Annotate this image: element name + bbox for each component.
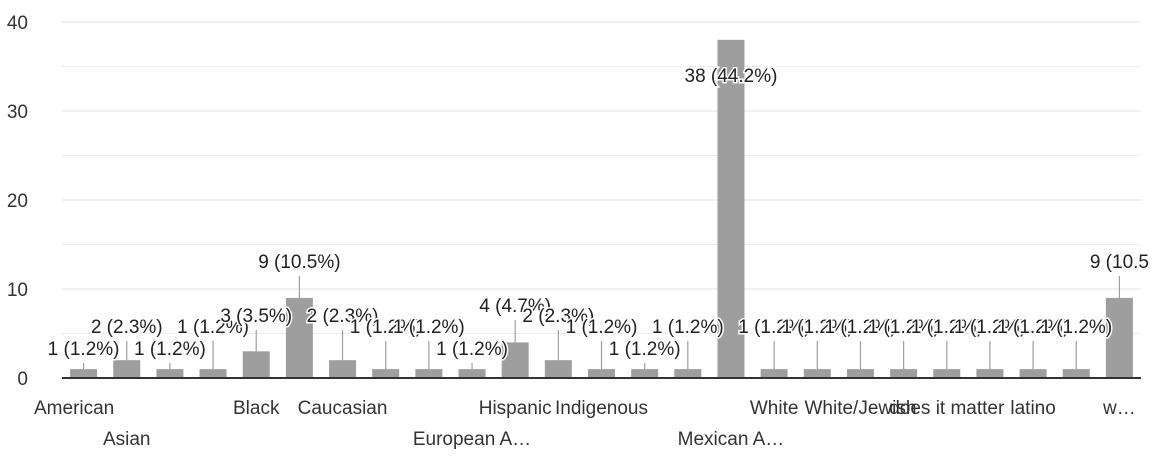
y-tick-label: 20 — [7, 191, 28, 212]
bar — [674, 369, 702, 378]
data-label: 38 (44.2%) — [685, 66, 778, 87]
data-label: 4 (4.7%) — [479, 296, 551, 317]
data-label: 1 (1.2%) — [609, 339, 681, 360]
data-label: 1 (1.2%) — [652, 317, 724, 338]
data-label: 1 (1.2%) — [738, 317, 810, 338]
y-tick-label: 40 — [7, 13, 28, 34]
x-axis-labels: American Asian Black Caucasian European A… Hi… — [34, 398, 1136, 450]
y-tick-label: 0 — [17, 369, 28, 390]
y-axis-ticks: 0 10 20 30 40 — [7, 13, 28, 390]
y-tick-label: 30 — [7, 102, 28, 123]
data-label: 1 (1.2%) — [134, 339, 206, 360]
data-label: 1 (1.2%) — [1040, 317, 1112, 338]
bar — [803, 369, 831, 378]
bar — [976, 369, 1004, 378]
data-label: 9 (10.5 — [1090, 252, 1149, 273]
grid-lines — [62, 21, 1141, 334]
bar — [890, 369, 918, 378]
bar — [285, 297, 313, 378]
bar — [846, 369, 874, 378]
x-tick-label: White — [750, 398, 799, 419]
bar — [1062, 369, 1090, 378]
bar — [501, 342, 529, 378]
bar — [372, 369, 400, 378]
data-label: 2 (2.3%) — [522, 306, 594, 327]
data-label: 1 (1.2%) — [177, 317, 249, 338]
data-label: 2 (2.3%) — [307, 306, 379, 327]
x-tick-label: Mexican A… — [678, 429, 785, 450]
data-label: 1 (1.2%) — [350, 317, 422, 338]
bar — [242, 351, 270, 378]
x-tick-label: does it matter — [889, 398, 1005, 419]
data-label: 1 (1.2%) — [954, 317, 1026, 338]
x-tick-label: Indigenous — [555, 398, 648, 419]
bar — [544, 360, 572, 378]
data-label: 1 (1.2%) — [997, 317, 1069, 338]
bars — [70, 39, 1133, 379]
data-label: 3 (3.5%) — [220, 306, 292, 327]
bar — [933, 369, 961, 378]
x-tick-label: Hispanic — [479, 398, 552, 419]
bar — [631, 369, 659, 378]
x-tick-label: Black — [233, 398, 280, 419]
data-label: 1 (1.2%) — [911, 317, 983, 338]
bar — [717, 39, 745, 379]
bar — [415, 369, 443, 378]
x-tick-label: European A… — [413, 429, 531, 450]
data-label: 1 (1.2%) — [393, 317, 465, 338]
x-tick-label: latino — [1010, 398, 1055, 419]
bar — [458, 369, 486, 378]
bar — [760, 369, 788, 378]
bar — [1019, 369, 1047, 378]
data-label: 1 (1.2%) — [868, 317, 940, 338]
data-label: 9 (10.5%) — [258, 252, 340, 273]
x-tick-label: w… — [1102, 398, 1136, 419]
data-labels: 1 (1.2%)2 (2.3%)1 (1.2%)1 (1.2%)3 (3.5%)… — [46, 65, 1150, 370]
data-label: 1 (1.2%) — [436, 339, 508, 360]
y-tick-label: 10 — [7, 280, 28, 301]
x-tick-label: Caucasian — [298, 398, 388, 419]
x-tick-label: White/Jewish — [804, 398, 916, 419]
x-tick-label: Asian — [103, 429, 151, 450]
data-label: 1 (1.2%) — [781, 317, 853, 338]
bar — [70, 369, 98, 378]
bar — [1105, 297, 1133, 378]
x-tick-label: American — [34, 398, 114, 419]
bar — [329, 360, 357, 378]
data-label: 1 (1.2%) — [825, 317, 897, 338]
bar — [588, 369, 615, 378]
bar — [199, 369, 227, 378]
bar — [113, 360, 141, 378]
bar — [156, 369, 184, 378]
data-label: 1 (1.2%) — [48, 339, 120, 360]
data-label: 2 (2.3%) — [91, 317, 163, 338]
data-label: 1 (1.2%) — [566, 317, 638, 338]
